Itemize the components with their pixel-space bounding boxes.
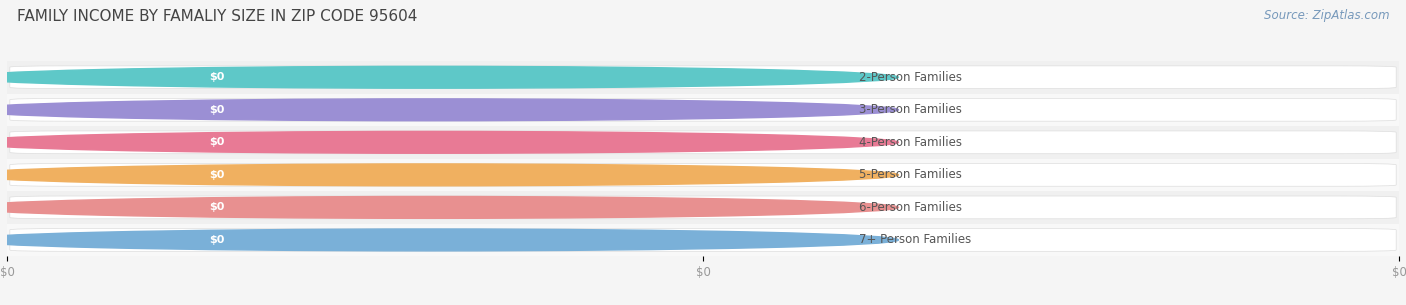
FancyBboxPatch shape: [10, 99, 1396, 121]
Text: 3-Person Families: 3-Person Families: [859, 103, 962, 116]
Text: Source: ZipAtlas.com: Source: ZipAtlas.com: [1264, 9, 1389, 22]
FancyBboxPatch shape: [186, 70, 247, 84]
Text: $0: $0: [209, 203, 224, 212]
Circle shape: [0, 196, 898, 218]
Text: $0: $0: [209, 72, 224, 82]
FancyBboxPatch shape: [10, 196, 1396, 219]
FancyBboxPatch shape: [10, 131, 1396, 154]
Text: $0: $0: [209, 170, 224, 180]
Text: $0: $0: [209, 137, 224, 147]
Circle shape: [0, 229, 898, 251]
FancyBboxPatch shape: [10, 163, 1396, 186]
Circle shape: [0, 164, 898, 186]
FancyBboxPatch shape: [186, 200, 247, 215]
FancyBboxPatch shape: [186, 167, 247, 182]
FancyBboxPatch shape: [7, 94, 1399, 126]
Circle shape: [0, 99, 898, 121]
Text: 4-Person Families: 4-Person Families: [859, 136, 962, 149]
Text: 2-Person Families: 2-Person Families: [859, 71, 962, 84]
FancyBboxPatch shape: [7, 61, 1399, 94]
FancyBboxPatch shape: [186, 233, 247, 247]
FancyBboxPatch shape: [7, 126, 1399, 159]
Circle shape: [0, 66, 898, 88]
FancyBboxPatch shape: [7, 224, 1399, 256]
FancyBboxPatch shape: [10, 228, 1396, 251]
FancyBboxPatch shape: [186, 135, 247, 150]
FancyBboxPatch shape: [10, 66, 1396, 89]
FancyBboxPatch shape: [7, 159, 1399, 191]
FancyBboxPatch shape: [186, 102, 247, 117]
Text: $0: $0: [209, 105, 224, 115]
Text: FAMILY INCOME BY FAMALIY SIZE IN ZIP CODE 95604: FAMILY INCOME BY FAMALIY SIZE IN ZIP COD…: [17, 9, 418, 24]
FancyBboxPatch shape: [7, 191, 1399, 224]
Text: 5-Person Families: 5-Person Families: [859, 168, 962, 181]
Text: 6-Person Families: 6-Person Families: [859, 201, 962, 214]
Text: $0: $0: [209, 235, 224, 245]
Text: 7+ Person Families: 7+ Person Families: [859, 233, 972, 246]
Circle shape: [0, 131, 898, 153]
